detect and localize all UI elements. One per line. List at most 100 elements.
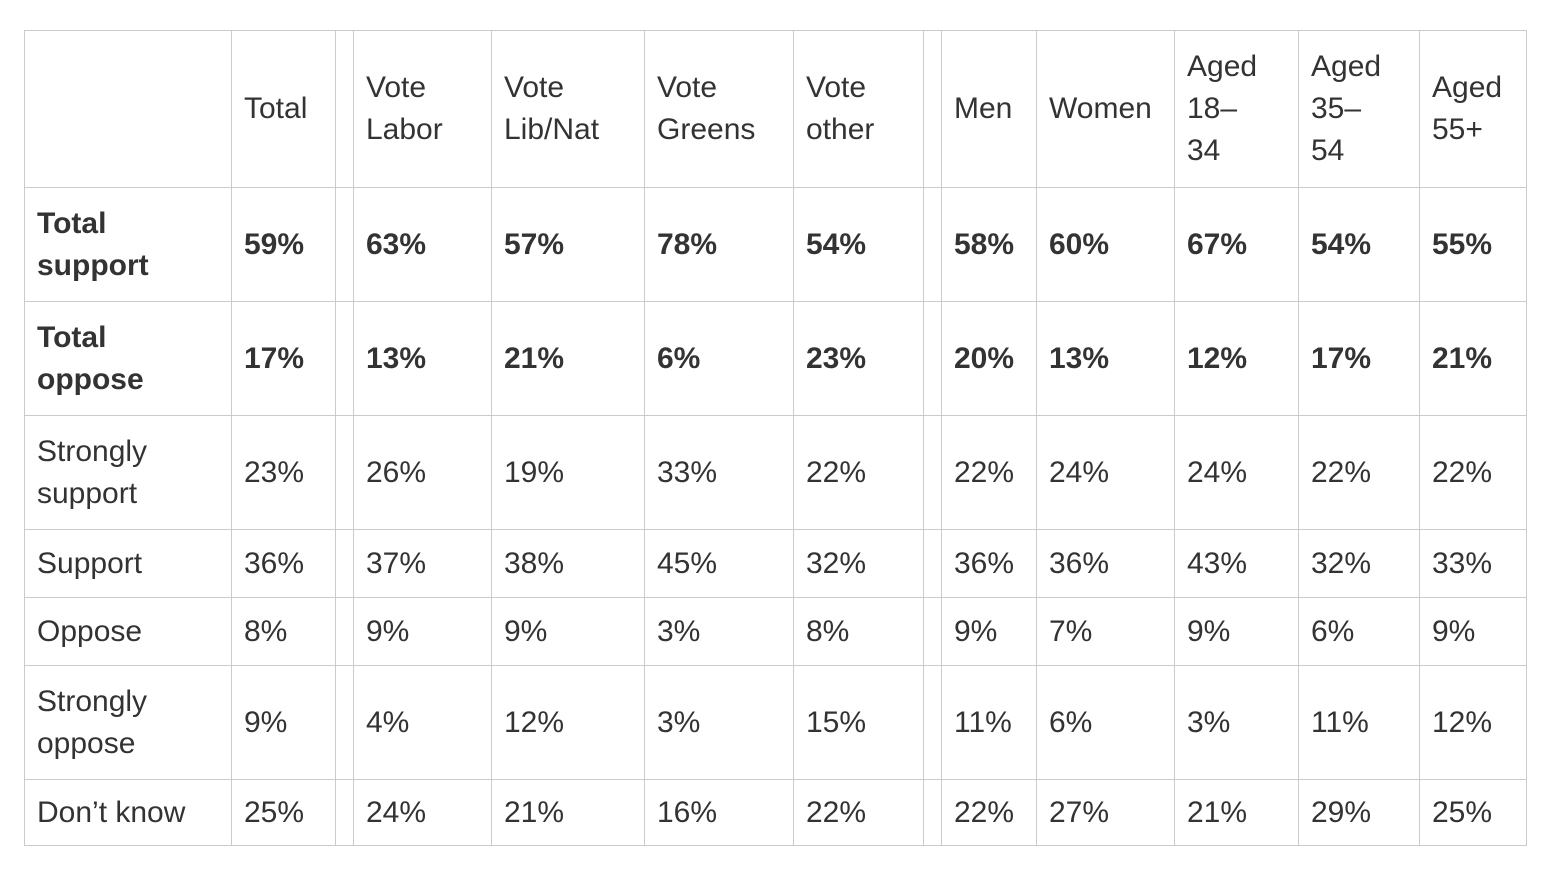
cell-vote-labor: 37% — [353, 529, 492, 598]
cell-vote-greens: 33% — [644, 415, 794, 530]
cell-total: 17% — [231, 301, 336, 416]
table-row: Total oppose 17% 13% 21% 6% 23% 20% 13% 12% 17% 21… — [24, 301, 1527, 416]
cell-vote-greens: 16% — [644, 779, 794, 846]
cell-aged-55-plus: 55% — [1419, 187, 1527, 302]
spacer-cell — [335, 415, 354, 530]
cell-aged-55-plus: 12% — [1419, 665, 1527, 780]
table-body: Total support 59% 63% 57% 78% 54% 58% 60% 67% 54%… — [24, 187, 1527, 846]
cell-men: 22% — [941, 779, 1037, 846]
cell-men: 58% — [941, 187, 1037, 302]
cell-aged-35-54: 11% — [1298, 665, 1420, 780]
cell-vote-greens: 3% — [644, 665, 794, 780]
cell-aged-18-34: 12% — [1174, 301, 1299, 416]
cell-vote-labor: 26% — [353, 415, 492, 530]
header-row: Total Vote Labor Vote Lib/Nat Vote Green… — [24, 30, 1527, 188]
spacer-cell — [335, 597, 354, 666]
table-row: Total support 59% 63% 57% 78% 54% 58% 60% 67% 54%… — [24, 187, 1527, 302]
table-row: Strongly support 23% 26% 19% 33% 22% 22% 24% 24%… — [24, 415, 1527, 530]
cell-women: 13% — [1036, 301, 1175, 416]
row-label: Total oppose — [24, 301, 232, 416]
cell-aged-55-plus: 21% — [1419, 301, 1527, 416]
col-header-aged-35-54: Aged 35–54 — [1298, 30, 1420, 188]
cell-vote-other: 54% — [793, 187, 924, 302]
cell-vote-labor: 4% — [353, 665, 492, 780]
cell-vote-lib-nat: 21% — [491, 301, 645, 416]
spacer-cell — [335, 30, 354, 188]
cell-vote-labor: 24% — [353, 779, 492, 846]
spacer-cell — [923, 415, 942, 530]
cell-aged-35-54: 17% — [1298, 301, 1420, 416]
row-label: Oppose — [24, 597, 232, 666]
cell-men: 22% — [941, 415, 1037, 530]
cell-aged-35-54: 22% — [1298, 415, 1420, 530]
table-row: Support 36% 37% 38% 45% 32% 36% 36% 43% 32% 33% — [24, 529, 1527, 598]
spacer-cell — [923, 30, 942, 188]
cell-vote-greens: 3% — [644, 597, 794, 666]
spacer-cell — [923, 187, 942, 302]
cell-aged-55-plus: 25% — [1419, 779, 1527, 846]
cell-women: 36% — [1036, 529, 1175, 598]
row-label: Total support — [24, 187, 232, 302]
cell-vote-lib-nat: 21% — [491, 779, 645, 846]
row-label: Strongly oppose — [24, 665, 232, 780]
cell-total: 25% — [231, 779, 336, 846]
col-header-aged-55-plus: Aged 55+ — [1419, 30, 1527, 188]
cell-men: 20% — [941, 301, 1037, 416]
spacer-cell — [923, 529, 942, 598]
poll-results-table: Total Vote Labor Vote Lib/Nat Vote Green… — [24, 30, 1527, 846]
col-header-vote-lib-nat: Vote Lib/Nat — [491, 30, 645, 188]
spacer-cell — [923, 665, 942, 780]
col-header-total: Total — [231, 30, 336, 188]
corner-cell — [24, 30, 232, 188]
table-row: Oppose 8% 9% 9% 3% 8% 9% 7% 9% 6% 9% — [24, 597, 1527, 666]
spacer-cell — [335, 779, 354, 846]
row-label: Don’t know — [24, 779, 232, 846]
cell-aged-18-34: 43% — [1174, 529, 1299, 598]
cell-aged-18-34: 21% — [1174, 779, 1299, 846]
cell-aged-18-34: 24% — [1174, 415, 1299, 530]
table-row: Strongly oppose 9% 4% 12% 3% 15% 11% 6% 3% 11% 12% — [24, 665, 1527, 780]
cell-aged-35-54: 32% — [1298, 529, 1420, 598]
spacer-cell — [335, 187, 354, 302]
cell-vote-labor: 13% — [353, 301, 492, 416]
cell-women: 60% — [1036, 187, 1175, 302]
cell-aged-18-34: 3% — [1174, 665, 1299, 780]
cell-aged-18-34: 67% — [1174, 187, 1299, 302]
cell-aged-35-54: 54% — [1298, 187, 1420, 302]
cell-men: 9% — [941, 597, 1037, 666]
cell-women: 6% — [1036, 665, 1175, 780]
cell-men: 11% — [941, 665, 1037, 780]
spacer-cell — [923, 301, 942, 416]
table-row: Don’t know 25% 24% 21% 16% 22% 22% 27% 21% 29% 25% — [24, 779, 1527, 846]
cell-aged-55-plus: 9% — [1419, 597, 1527, 666]
cell-vote-greens: 6% — [644, 301, 794, 416]
cell-vote-lib-nat: 38% — [491, 529, 645, 598]
col-header-men: Men — [941, 30, 1037, 188]
spacer-cell — [923, 779, 942, 846]
col-header-vote-other: Vote other — [793, 30, 924, 188]
cell-men: 36% — [941, 529, 1037, 598]
cell-vote-other: 22% — [793, 415, 924, 530]
cell-vote-lib-nat: 57% — [491, 187, 645, 302]
col-header-vote-greens: Vote Greens — [644, 30, 794, 188]
col-header-aged-18-34: Aged 18–34 — [1174, 30, 1299, 188]
cell-total: 36% — [231, 529, 336, 598]
spacer-cell — [335, 301, 354, 416]
cell-vote-lib-nat: 12% — [491, 665, 645, 780]
cell-vote-labor: 9% — [353, 597, 492, 666]
cell-total: 59% — [231, 187, 336, 302]
cell-vote-other: 22% — [793, 779, 924, 846]
cell-women: 27% — [1036, 779, 1175, 846]
cell-vote-other: 23% — [793, 301, 924, 416]
cell-vote-lib-nat: 9% — [491, 597, 645, 666]
cell-total: 23% — [231, 415, 336, 530]
cell-total: 9% — [231, 665, 336, 780]
cell-total: 8% — [231, 597, 336, 666]
spacer-cell — [335, 529, 354, 598]
cell-aged-18-34: 9% — [1174, 597, 1299, 666]
cell-aged-55-plus: 22% — [1419, 415, 1527, 530]
cell-aged-55-plus: 33% — [1419, 529, 1527, 598]
row-label: Support — [24, 529, 232, 598]
cell-aged-35-54: 29% — [1298, 779, 1420, 846]
cell-vote-labor: 63% — [353, 187, 492, 302]
